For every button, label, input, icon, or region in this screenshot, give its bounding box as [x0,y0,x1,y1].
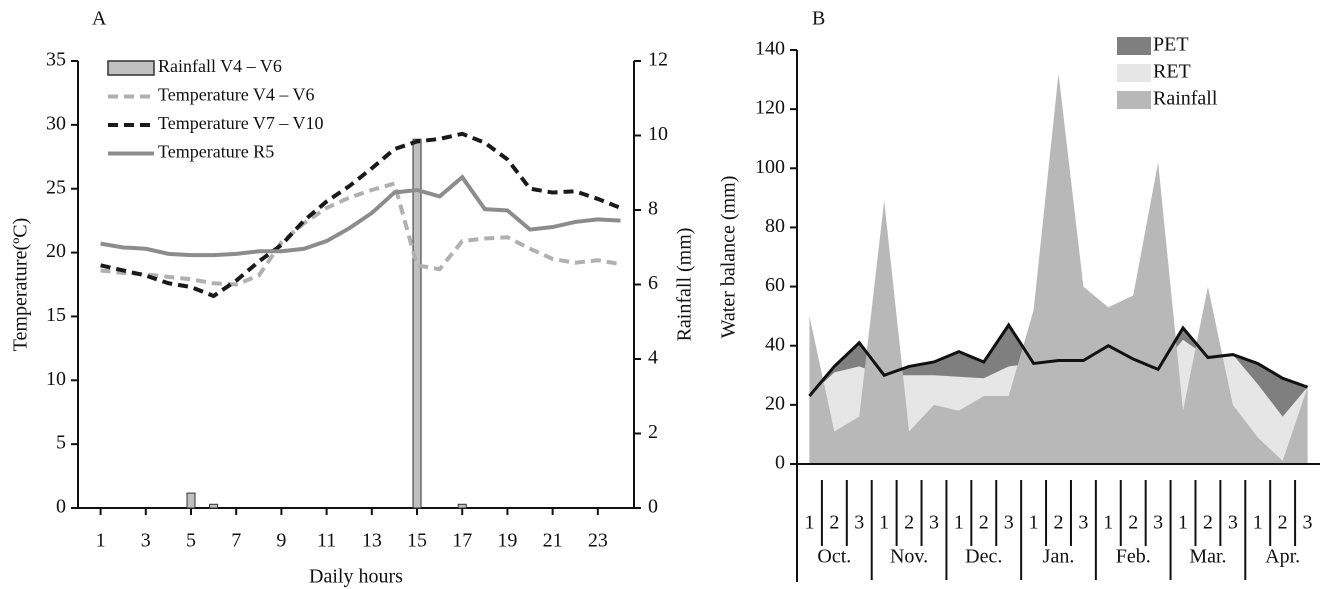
y-axis-label: Temperature(ºC) [10,218,32,352]
x-tick-label: 3 [1004,512,1014,534]
x-tick-label: 19 [497,530,517,552]
bar [209,503,219,509]
x-tick-label: 2 [1203,512,1213,534]
y-tick-label: 0 [56,496,66,518]
x-tick-label: 15 [407,530,427,552]
group-label: Feb. [1116,546,1151,568]
legend-swatch [1117,37,1151,55]
x-tick-label: 2 [1054,512,1064,534]
x-tick-label: 1 [954,512,964,534]
group-label: Apr. [1265,546,1300,568]
y2-tick-label: 8 [648,198,658,220]
legend-label: Rainfall V4 – V6 [158,56,282,76]
y-tick-label: 120 [755,97,785,119]
x-tick-label: 7 [231,530,241,552]
bar [186,492,196,509]
x-tick-label: 2 [829,512,839,534]
y-tick-label: 80 [765,215,785,237]
y-tick-label: 40 [765,333,785,355]
group-label: Mar. [1189,546,1226,568]
x-tick-label: 17 [452,530,472,552]
legend-swatch [107,60,155,76]
group-label: Oct. [817,546,851,568]
x-tick-label: 13 [362,530,382,552]
x-tick-label: 1 [804,512,814,534]
x-tick-label: 3 [1303,512,1313,534]
area-outline [808,322,1309,397]
legend-label: Temperature V4 – V6 [158,85,315,105]
x-axis-label: Daily hours [309,566,403,588]
bar [412,138,422,509]
y-tick-label: 5 [56,432,66,454]
y2-tick-label: 4 [648,347,658,369]
y-tick-label: 25 [46,176,66,198]
legend-label: Rainfall [1153,88,1218,110]
y-tick-label: 140 [755,38,785,60]
legend-swatch [1117,64,1151,82]
x-tick-label: 3 [854,512,864,534]
group-label: Jan. [1043,546,1075,568]
x-tick-label: 21 [543,530,563,552]
x-tick-label: 3 [1228,512,1238,534]
x-tick-label: 3 [929,512,939,534]
y2-tick-label: 6 [648,272,658,294]
x-tick-label: 2 [1278,512,1288,534]
x-tick-label: 2 [1128,512,1138,534]
y2-tick-label: 0 [648,496,658,518]
y-tick-label: 60 [765,274,785,296]
legend-label: Temperature V7 – V10 [158,113,324,133]
y-axis-label: Water balance (mm) [718,176,740,339]
line-series [100,174,621,258]
x-tick-label: 2 [979,512,989,534]
y2-tick-label: 2 [648,421,658,443]
y-tick-label: 30 [46,112,66,134]
panel-label: A [92,8,107,30]
y-tick-label: 100 [755,156,785,178]
area-series [809,73,1308,465]
x-tick-label: 1 [96,530,106,552]
y-tick-label: 0 [775,452,785,474]
legend-label: Temperature R5 [158,142,274,162]
x-tick-label: 1 [1178,512,1188,534]
x-tick-label: 3 [1153,512,1163,534]
line-series [100,181,621,287]
y2-tick-label: 10 [648,123,668,145]
x-tick-label: 2 [904,512,914,534]
y2-axis-label: Rainfall (mm) [674,228,696,342]
y2-tick-label: 12 [648,49,668,71]
bar [457,503,467,509]
line-series [100,131,622,299]
x-tick-label: 5 [186,530,196,552]
panel-label: B [812,8,825,30]
x-tick-label: 9 [276,530,286,552]
legend-label: RET [1153,61,1191,83]
x-tick-label: 1 [879,512,889,534]
group-label: Dec. [965,546,1002,568]
y-tick-label: 20 [46,240,66,262]
legend-swatch [1117,91,1151,109]
y-tick-label: 35 [46,49,66,71]
y-tick-label: 20 [765,392,785,414]
x-tick-label: 1 [1029,512,1039,534]
legend-label: PET [1153,34,1189,56]
y-tick-label: 10 [46,368,66,390]
y-tick-label: 15 [46,304,66,326]
x-tick-label: 1 [1103,512,1113,534]
x-tick-label: 3 [1078,512,1088,534]
x-tick-label: 11 [317,530,336,552]
x-tick-label: 1 [1253,512,1263,534]
x-tick-label: 23 [588,530,608,552]
x-tick-label: 3 [141,530,151,552]
group-label: Nov. [890,546,928,568]
